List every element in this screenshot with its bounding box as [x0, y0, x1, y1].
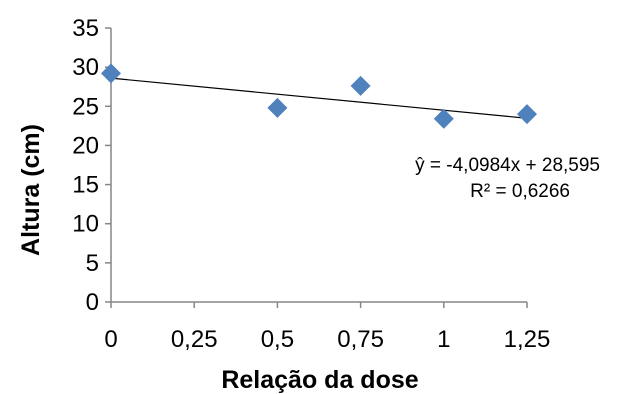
x-tick-label: 0,5	[261, 326, 294, 353]
trend-equation: ŷ = -4,0984x + 28,595	[415, 155, 600, 176]
x-tick-label: 0,25	[171, 326, 218, 353]
data-point	[267, 97, 288, 118]
data-point	[101, 63, 121, 84]
x-tick-label: 1,25	[504, 326, 551, 353]
y-tick-label: 30	[72, 54, 99, 81]
data-point	[517, 104, 537, 125]
y-tick-label: 0	[86, 289, 99, 316]
data-points	[101, 63, 537, 129]
y-tick-label: 25	[72, 93, 99, 120]
data-point	[433, 108, 454, 129]
x-axis-ticks: 0 0,25 0,5 0,75 1 1,25	[104, 302, 550, 353]
y-axis-title: Altura (cm)	[17, 124, 45, 256]
trendline	[110, 77, 528, 119]
x-tick-label: 0,75	[337, 326, 384, 353]
y-tick-label: 20	[72, 132, 99, 159]
r-squared: R² = 0,6266	[470, 181, 570, 202]
x-tick-label: 1	[437, 326, 450, 353]
data-point	[350, 75, 371, 96]
x-axis-title: Relação da dose	[221, 366, 418, 394]
y-tick-label: 5	[86, 250, 99, 277]
y-tick-label: 35	[72, 15, 99, 42]
y-tick-label: 15	[72, 172, 99, 199]
y-tick-label: 10	[72, 211, 99, 238]
x-tick-label: 0	[104, 326, 117, 353]
y-axis-ticks: 0 5 10 15 20 25 30 35	[72, 15, 111, 316]
